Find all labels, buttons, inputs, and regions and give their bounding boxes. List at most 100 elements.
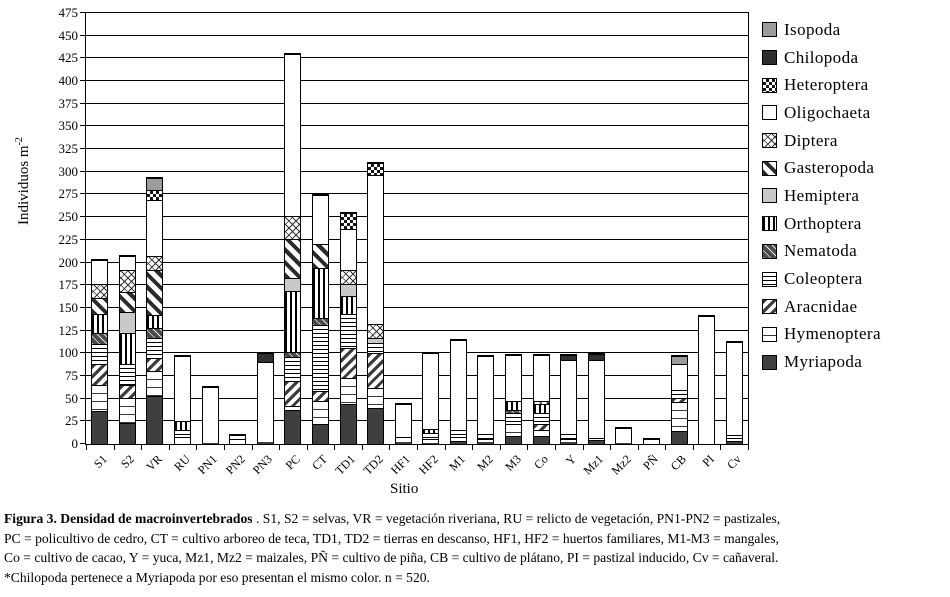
bar-segment-Coleoptera [478,434,494,439]
bar-segment-Coleoptera [671,390,687,398]
legend-swatch-Myriapoda [762,354,777,370]
x-tick-label: PC [282,452,303,473]
legend-item-Myriapoda: Myriapoda [762,348,948,376]
x-axis-tick [692,445,694,450]
bar-segment-Oligochaeta [340,229,356,270]
y-axis-title-superscript: -2 [14,137,25,146]
bar-segment-Myriapoda [616,443,632,444]
caption-line-2: PC = policultivo de cedro, CT = cultivo … [4,530,779,546]
stacked-bar-RU [174,355,192,444]
bar-segment-Oligochaeta [478,356,494,435]
gridline [86,12,748,13]
bar-segment-Heteroptera [340,212,356,229]
bar-segment-Chilopoda [588,354,604,360]
x-axis-tick [610,445,612,450]
x-tick-label: M2 [474,452,496,474]
bar-segment-Hymenoptera [423,439,439,444]
x-tick-label: S1 [90,452,110,471]
x-axis-tick [720,445,722,450]
gridline [86,261,748,263]
gridline [86,34,748,36]
legend-item-Diptera: Diptera [762,127,948,155]
gridline [86,238,748,240]
y-tick-label: 100 [58,345,79,361]
x-tick-label: PI [699,452,717,470]
stacked-bar-HF1 [394,403,412,444]
caption-bold-title: Figura 3. Densidad de macroinvertebrados [4,511,253,526]
stacked-bar-CT [311,193,329,444]
legend-label: Heteroptera [784,75,869,95]
x-tick-label: VR [143,452,165,474]
bar-segment-Myriapoda [450,441,466,444]
bar-segment-Coleoptera [616,441,632,444]
bar-segment-Aracnidae [533,424,549,431]
legend-swatch-Aracnidae [762,299,777,315]
bar-segment-Hymenoptera [312,401,328,425]
y-axis-tick [80,420,85,422]
legend-item-Oligochaeta: Oligochaeta [762,99,948,127]
legend-label: Isopoda [784,19,841,39]
bar-segment-Oligochaeta [561,359,577,435]
legend-label: Orthoptera [784,213,862,233]
legend-swatch-Coleoptera [762,271,777,287]
legend-label: Gasteropoda [784,158,875,178]
bar-segment-Hymenoptera [368,387,384,408]
x-tick-label: PÑ [640,452,662,473]
y-axis-tick [80,216,85,218]
legend-swatch-Orthoptera [762,216,777,232]
bar-segment-Oligochaeta [423,353,439,429]
x-tick-label: RU [170,452,193,474]
y-axis-tick [80,261,85,263]
legend-swatch-Nematoda [762,243,777,259]
bar-segment-Orthoptera [533,404,549,414]
x-tick-label: PN1 [195,452,221,477]
x-axis-tick [748,445,749,450]
bar-segment-Orthoptera [312,268,328,318]
x-axis-tick [527,445,529,450]
x-tick-label: CT [309,452,331,473]
x-axis-tick [196,445,198,450]
bar-segment-Hemiptera [285,278,301,291]
bar-segment-Gasteropoda [119,291,135,312]
bar-segment-Oligochaeta [92,259,108,285]
stacked-bar-M1 [449,338,467,444]
bar-segment-Oligochaeta [368,174,384,325]
bar-segment-Oligochaeta [533,355,549,402]
y-tick-label: 0 [71,436,79,451]
gridline [86,374,748,376]
stacked-bar-M3 [505,354,523,444]
x-axis-tick [637,445,639,450]
legend-label: Myriapoda [784,352,863,372]
x-axis-tick [665,445,667,450]
bar-segment-Coleoptera [506,413,522,425]
bar-segment-Coleoptera [92,344,108,365]
bar-segment-Oligochaeta [257,362,273,441]
bar-segment-Hymenoptera [478,438,494,443]
bar-segment-Oligochaeta [147,199,163,257]
y-axis-tick [80,102,85,104]
bar-segment-Diptera [92,284,108,298]
stacked-bar-TD2 [367,161,385,444]
bar-segment-Myriapoda [368,407,384,444]
bar-segment-Oligochaeta [202,386,218,442]
y-tick-label: 425 [58,50,79,66]
stacked-bar-PC [284,52,302,444]
x-axis-tick [251,445,253,450]
bar-segment-Oligochaeta [726,342,742,435]
legend-swatch-Oligochaeta [762,105,777,121]
bar-segment-Hymenoptera [726,437,742,442]
bar-segment-Hymenoptera [588,437,604,441]
bar-segment-Isopoda [671,356,687,365]
bar-segment-Oligochaeta [506,355,522,402]
bar-segment-Myriapoda [202,443,218,444]
bar-segment-Orthoptera [175,421,191,430]
y-axis-tick [80,80,85,82]
bar-segment-Myriapoda [506,435,522,444]
gridline [86,102,748,104]
bar-segment-Oligochaeta [450,339,466,431]
bar-segment-Aracnidae [147,357,163,372]
bar-segment-Coleoptera [175,429,191,437]
bar-segment-Diptera [368,324,384,338]
legend-item-Coleoptera: Coleoptera [762,265,948,293]
bar-segment-Hymenoptera [202,441,218,444]
